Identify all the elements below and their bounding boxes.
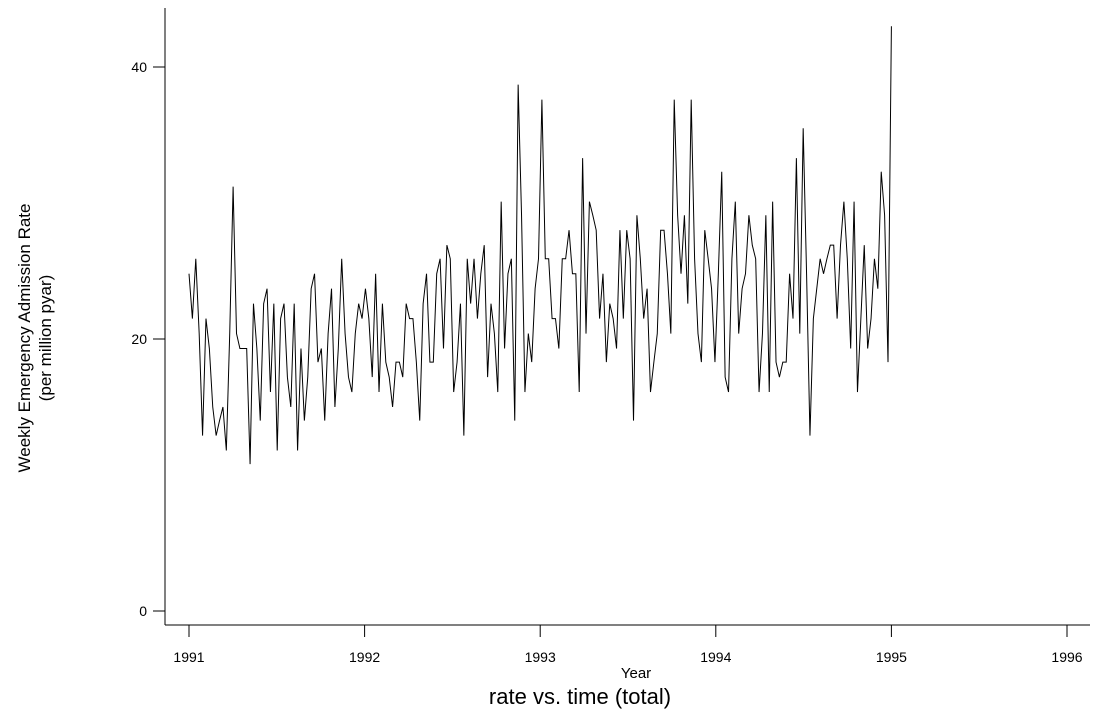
chart-caption: rate vs. time (total) [489, 684, 671, 709]
y-ticks: 0 20 40 [131, 59, 165, 619]
y-axis-title-line1: Weekly Emergency Admission Rate [15, 204, 34, 473]
x-tick-label: 1994 [700, 649, 731, 665]
y-tick-label: 0 [139, 603, 147, 619]
x-ticks: 1991 1992 1993 1994 1995 1996 [173, 625, 1083, 665]
y-tick-label: 40 [131, 59, 147, 75]
x-tick-label: 1991 [173, 649, 204, 665]
y-tick-label: 20 [131, 331, 147, 347]
x-tick-label: 1995 [876, 649, 907, 665]
y-axis-title-line2: (per million pyar) [36, 275, 55, 402]
x-tick-label: 1992 [349, 649, 380, 665]
x-axis-title: Year [621, 665, 651, 682]
series-line [188, 26, 892, 465]
x-tick-label: 1993 [525, 649, 556, 665]
x-tick-label: 1996 [1051, 649, 1082, 665]
